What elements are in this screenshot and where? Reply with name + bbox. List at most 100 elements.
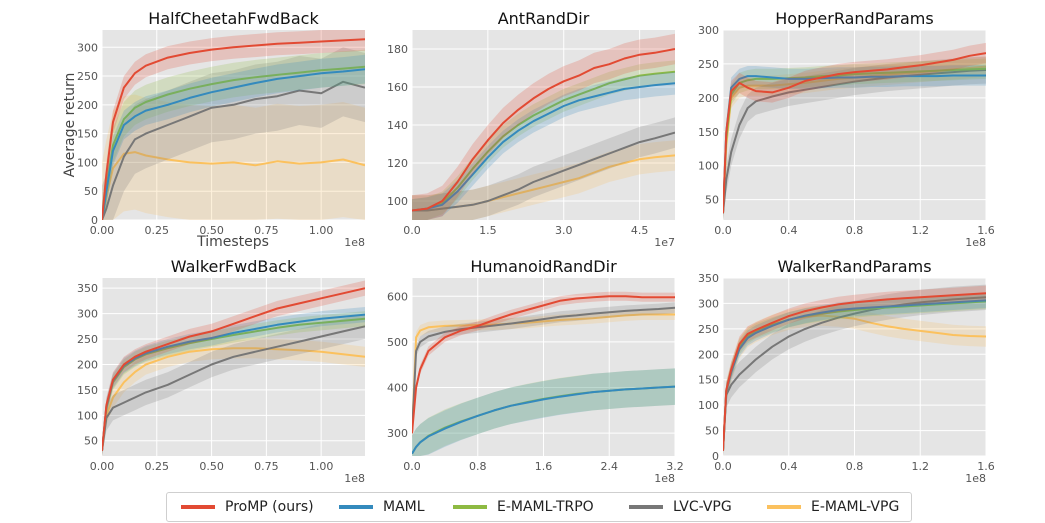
legend-item-emaml-vpg: E-MAML-VPG [767,493,899,521]
line-lvc-vpg [412,306,675,434]
band-e-maml-vpg [412,309,675,439]
line-maml [412,82,675,212]
band-promp-ours [412,33,675,220]
y-tick-label: 100 [77,409,98,422]
y-tick-label: 350 [698,272,719,285]
chart-title: AntRandDir [498,9,590,28]
x-tick-label: 1.00 [309,460,334,473]
x-multiplier: 1e8 [965,236,986,249]
legend-swatch-maml [339,505,373,509]
x-tick-label: 3.0 [555,224,573,237]
band-lvc-vpg [723,284,986,456]
legend-label-emaml-vpg: E-MAML-VPG [811,499,900,515]
band-e-maml-vpg [412,140,675,220]
chart-panel-antranddir: 0.0 1.5 3.0 4.5 100 120 140 160 180 1e7 AntRandDir [387,9,675,249]
legend: ProMP (ours) MAML E-MAML-TRPO LVC-VPG E-… [166,492,912,522]
x-multiplier: 1e7 [654,236,675,249]
y-tick-label: 250 [77,70,98,83]
x-tick-label: 1.5 [479,224,497,237]
chart-title: WalkerFwdBack [171,257,297,276]
x-tick-label: 0.25 [145,224,170,237]
band-maml [723,292,986,456]
y-tick-label: 50 [705,194,719,207]
x-tick-label: 0.50 [199,460,224,473]
y-tick-label: 200 [698,92,719,105]
y-tick-label: 50 [84,435,98,448]
x-tick-label: 0.25 [145,460,170,473]
x-tick-label: 1.6 [977,460,995,473]
legend-label-maml: MAML [383,499,425,515]
legend-swatch-lvc-vpg [629,505,663,509]
line-e-maml-trpo [412,70,675,212]
chart-panel-walkerfwdback: 0.00 0.25 0.50 0.75 1.00 50 100 150 200 250 300 350… [77,257,365,485]
band-promp-ours [412,291,675,438]
chart-title: HumanoidRandDir [470,257,617,276]
x-tick-label: 0.4 [780,460,798,473]
x-multiplier: 1e8 [965,472,986,485]
x-tick-label: 0.00 [90,460,115,473]
x-tick-label: 0.00 [90,224,115,237]
line-promp-ours [723,52,986,214]
line-lvc-vpg [412,131,675,212]
line-lvc-vpg [723,296,986,451]
legend-swatch-promp [181,505,215,509]
band-promp-ours [102,30,365,220]
y-tick-label: 180 [387,43,408,56]
x-tick-label: 1.2 [912,224,930,237]
chart-title: HalfCheetahFwdBack [148,9,319,28]
y-tick-label: 150 [698,126,719,139]
y-tick-label: 100 [387,195,408,208]
band-promp-ours [102,280,365,456]
y-tick-label: 300 [387,427,408,440]
line-e-maml-vpg [102,347,365,452]
x-tick-label: 0.0 [714,460,732,473]
chart-panel-walkerrandparams: 0.0 0.4 0.8 1.2 1.6 0 50 100 150 200 250 300 350 1e8 W… [698,257,995,485]
x-tick-label: 0.4 [780,224,798,237]
chart-title: WalkerRandParams [777,257,931,276]
x-tick-label: 4.5 [631,224,649,237]
x-tick-label: 1.6 [535,460,553,473]
line-promp-ours [102,38,365,220]
y-tick-label: 200 [77,358,98,371]
y-tick-label: 50 [705,425,719,438]
y-tick-label: 350 [77,282,98,295]
band-e-maml-vpg [102,338,365,456]
line-maml [723,299,986,451]
x-multiplier: 1e8 [344,472,365,485]
x-tick-label: 1.2 [912,460,930,473]
y-tick-label: 100 [698,399,719,412]
legend-item-lvc-vpg: LVC-VPG [629,493,732,521]
band-e-maml-trpo [102,49,365,220]
line-promp-ours [723,292,986,451]
line-e-maml-vpg [412,313,675,434]
y-tick-label: 160 [387,81,408,94]
band-maml [723,65,986,220]
y-tick-label: 100 [698,160,719,173]
legend-swatch-emaml-trpo [453,505,487,509]
band-lvc-vpg [723,56,986,220]
line-maml [102,68,365,220]
chart-panel-humanoidranddir: 0.0 0.8 1.6 2.4 3.2 300 400 500 600 1e8 HumanoidRa… [387,257,684,485]
y-tick-label: 250 [698,58,719,71]
x-tick-label: 0.0 [403,460,421,473]
y-tick-label: 300 [698,297,719,310]
legend-item-maml: MAML [339,493,425,521]
y-tick-label: 400 [387,382,408,395]
y-tick-label: 150 [77,384,98,397]
y-tick-label: 500 [387,336,408,349]
y-tick-label: 200 [77,99,98,112]
x-tick-label: 2.4 [601,460,619,473]
band-maml [102,54,365,220]
legend-swatch-emaml-vpg [767,505,801,509]
x-tick-label: 1.6 [977,224,995,237]
x-tick-label: 0.50 [199,224,224,237]
band-e-maml-vpg [723,56,986,220]
y-tick-label: 0 [712,450,719,463]
band-lvc-vpg [102,313,365,456]
legend-item-promp: ProMP (ours) [181,493,314,521]
chart-title: HopperRandParams [775,9,933,28]
line-lvc-vpg [723,69,986,214]
x-tick-label: 0.0 [403,224,421,237]
y-tick-label: 50 [84,185,98,198]
